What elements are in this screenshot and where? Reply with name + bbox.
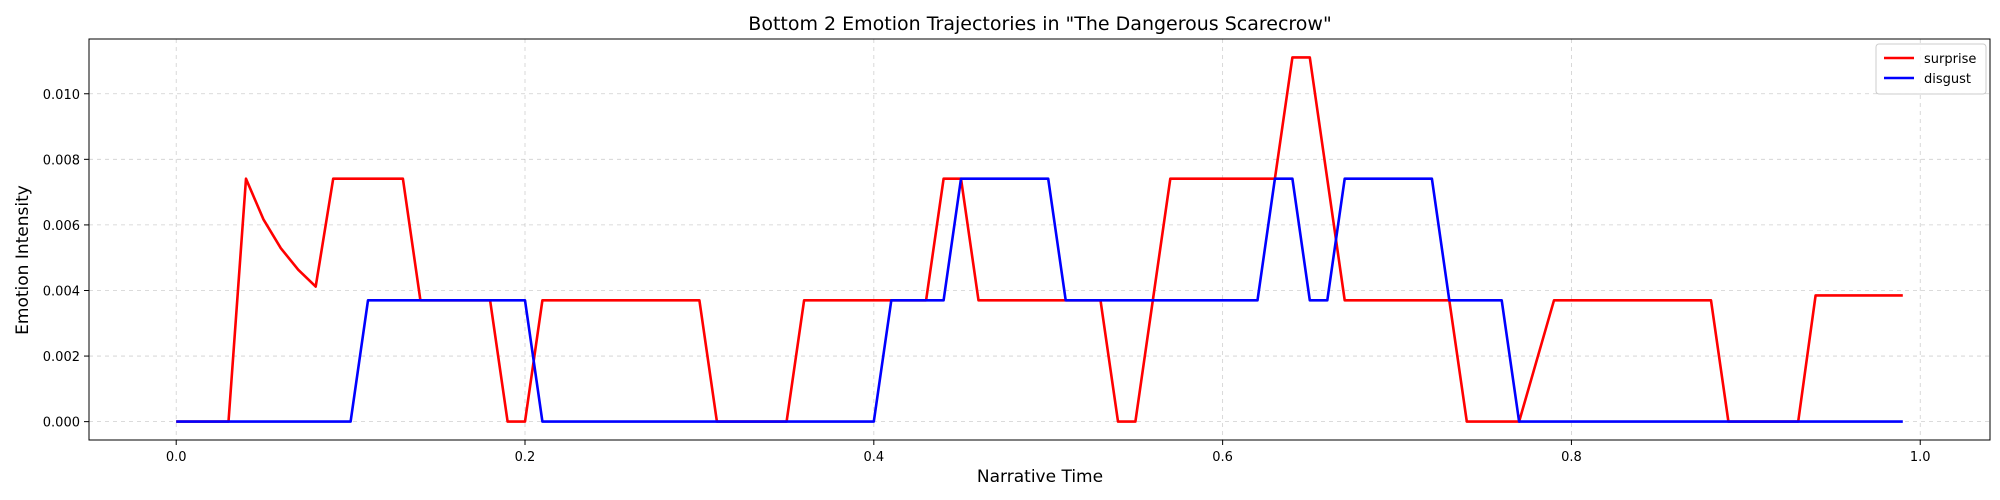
legend-label-surprise: surprise — [1924, 52, 1976, 67]
series-line-disgust — [176, 177, 1903, 423]
legend-label-disgust: disgust — [1924, 72, 1971, 87]
series-lines — [176, 56, 1903, 423]
series-line-surprise — [176, 56, 1903, 423]
y-tick-label: 0.008 — [43, 153, 80, 168]
x-tick-label: 0.6 — [1212, 450, 1233, 465]
y-tick-label: 0.000 — [43, 416, 80, 431]
grid — [89, 39, 1990, 440]
legend: surprise disgust — [1875, 43, 1987, 95]
chart-title: Bottom 2 Emotion Trajectories in "The Da… — [748, 13, 1331, 35]
x-tick-label: 1.0 — [1910, 450, 1931, 465]
x-tick-label: 0.4 — [863, 450, 884, 465]
x-tick-label: 0.8 — [1561, 450, 1582, 465]
y-tick-label: 0.010 — [43, 88, 80, 103]
legend-box — [1875, 43, 1987, 95]
x-tick-label: 0.2 — [515, 450, 536, 465]
x-axis-ticks: 0.0 0.2 0.4 0.6 0.8 1.0 — [166, 440, 1931, 465]
y-tick-label: 0.002 — [43, 350, 80, 365]
y-tick-label: 0.004 — [43, 284, 80, 299]
y-tick-label: 0.006 — [43, 219, 80, 234]
plot-frame — [88, 38, 1991, 441]
x-tick-label: 0.0 — [166, 450, 187, 465]
x-axis-label: Narrative Time — [977, 467, 1103, 487]
y-axis-ticks: 0.000 0.002 0.004 0.006 0.008 0.010 — [43, 88, 89, 431]
y-axis-label: Emotion Intensity — [13, 185, 33, 335]
